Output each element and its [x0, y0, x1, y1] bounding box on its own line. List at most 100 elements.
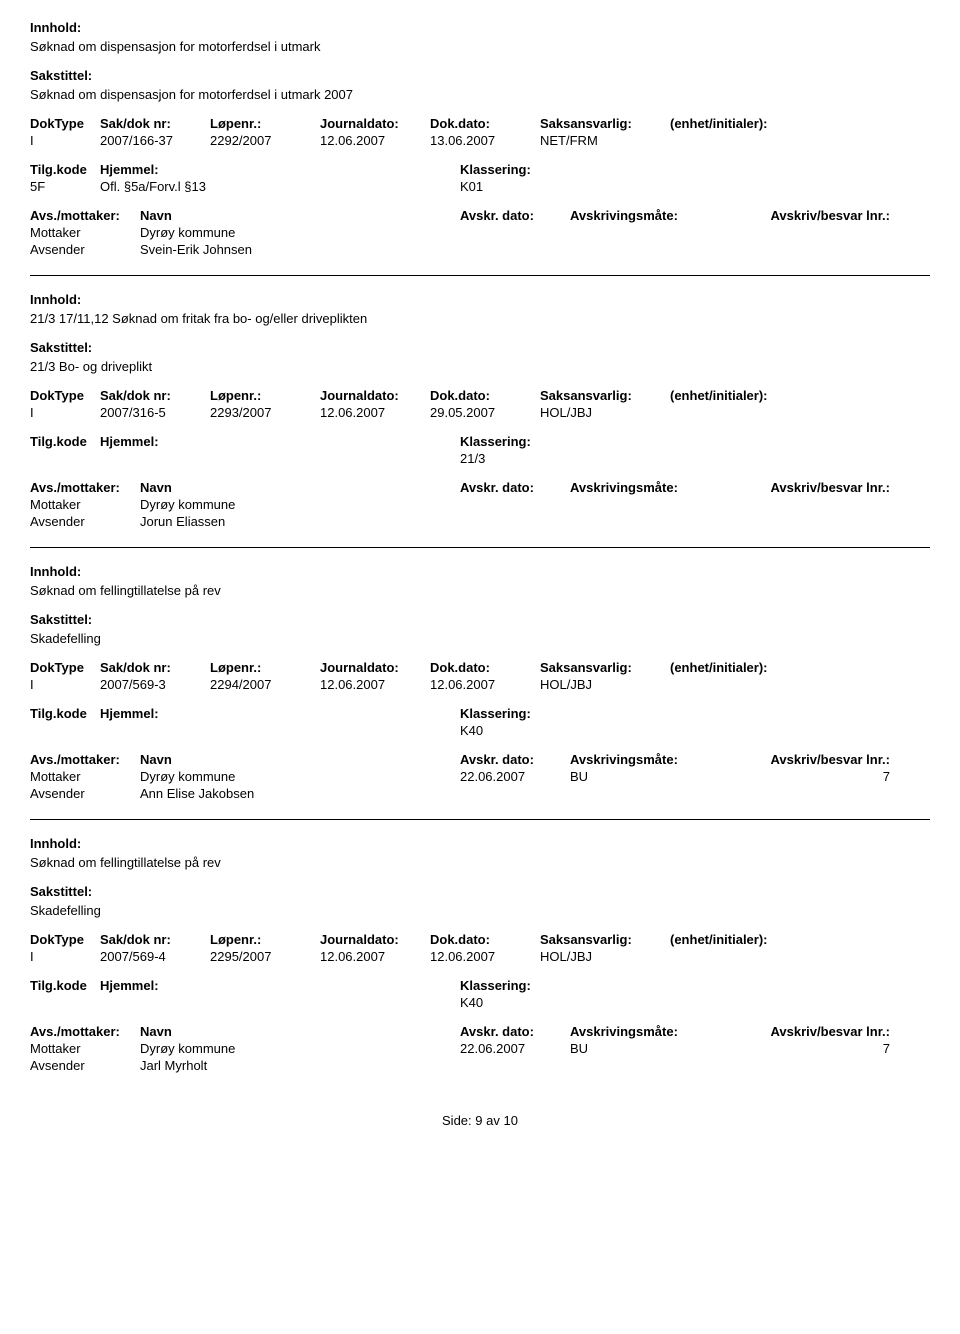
entry-divider	[30, 819, 930, 820]
hjemmel-label: Hjemmel:	[100, 978, 460, 993]
saksansvarlig-value: NET/FRM	[540, 133, 670, 148]
lopenr-label: Løpenr.:	[210, 116, 320, 131]
mottaker-value: Dyrøy kommune	[140, 769, 460, 784]
tilg-value-row: K40	[30, 723, 930, 738]
klassering-value: K01	[460, 179, 930, 194]
lopenr-label: Løpenr.:	[210, 660, 320, 675]
klassering-value: K40	[460, 995, 930, 1010]
innhold-label: Innhold:	[30, 564, 930, 579]
lopenr-value: 2295/2007	[210, 949, 320, 964]
entry-divider	[30, 547, 930, 548]
dokdato-label: Dok.dato:	[430, 660, 540, 675]
tilg-header-row: Tilg.kodeHjemmel:Klassering:	[30, 978, 930, 993]
sakdok-label: Sak/dok nr:	[100, 116, 210, 131]
hjemmel-value	[100, 995, 460, 1010]
avskrdato-value: 22.06.2007	[460, 1041, 570, 1056]
mottaker-row: MottakerDyrøy kommune22.06.2007BU7	[30, 769, 930, 784]
saksansvarlig-value: HOL/JBJ	[540, 949, 670, 964]
mottaker-value: Dyrøy kommune	[140, 225, 460, 240]
avskrmote-value: BU	[570, 1041, 750, 1056]
avsender-row: AvsenderAnn Elise Jakobsen	[30, 786, 930, 801]
avsender-value: Jorun Eliassen	[140, 514, 460, 529]
saksansvarlig-label: Saksansvarlig:	[540, 932, 670, 947]
hjemmel-value	[100, 723, 460, 738]
page-footer: Side: 9 av 10	[30, 1113, 930, 1128]
journal-entry: Innhold:Søknad om dispensasjon for motor…	[30, 20, 930, 257]
saksansvarlig-label: Saksansvarlig:	[540, 388, 670, 403]
avskrdato-label: Avskr. dato:	[460, 752, 570, 767]
innhold-value: Søknad om fellingtillatelse på rev	[30, 583, 930, 598]
tilg-header-row: Tilg.kodeHjemmel:Klassering:	[30, 706, 930, 721]
dokdato-value: 13.06.2007	[430, 133, 540, 148]
avskrivbesvar-label: Avskriv/besvar lnr.:	[750, 1024, 890, 1039]
mottaker-label: Mottaker	[30, 497, 140, 512]
journaldato-value: 12.06.2007	[320, 677, 430, 692]
saksansvarlig-label: Saksansvarlig:	[540, 116, 670, 131]
avskrdato-label: Avskr. dato:	[460, 208, 570, 223]
klassering-label: Klassering:	[460, 434, 930, 449]
avskrmote-value: BU	[570, 769, 750, 784]
hjemmel-label: Hjemmel:	[100, 162, 460, 177]
enhet-value	[670, 133, 850, 148]
enhet-value	[670, 949, 850, 964]
doktype-value: I	[30, 677, 100, 692]
sakdok-label: Sak/dok nr:	[100, 932, 210, 947]
mottaker-label: Mottaker	[30, 1041, 140, 1056]
avsmottaker-label: Avs./mottaker:	[30, 752, 140, 767]
journaldato-value: 12.06.2007	[320, 949, 430, 964]
meta-header-row: DokTypeSak/dok nr:Løpenr.:Journaldato:Do…	[30, 660, 930, 675]
avskrivingsmote-label: Avskrivingsmåte:	[570, 752, 750, 767]
footer-total: 10	[504, 1113, 518, 1128]
avsender-value: Ann Elise Jakobsen	[140, 786, 460, 801]
avsender-value: Jarl Myrholt	[140, 1058, 460, 1073]
avsender-label: Avsender	[30, 514, 140, 529]
mottaker-value: Dyrøy kommune	[140, 497, 460, 512]
doktype-label: DokType	[30, 660, 100, 675]
sakstittel-value: Skadefelling	[30, 903, 930, 918]
avsender-label: Avsender	[30, 786, 140, 801]
sakdok-label: Sak/dok nr:	[100, 388, 210, 403]
navn-label: Navn	[140, 480, 460, 495]
tilgkode-value	[30, 451, 100, 466]
enhet-value	[670, 677, 850, 692]
journal-entry: Innhold:Søknad om fellingtillatelse på r…	[30, 836, 930, 1073]
tilgkode-label: Tilg.kode	[30, 706, 100, 721]
dokdato-label: Dok.dato:	[430, 116, 540, 131]
navn-label: Navn	[140, 1024, 460, 1039]
sakdok-value: 2007/166-37	[100, 133, 210, 148]
avskrivingsmote-label: Avskrivingsmåte:	[570, 480, 750, 495]
lnr-value: 7	[750, 769, 890, 784]
lopenr-label: Løpenr.:	[210, 932, 320, 947]
tilgkode-value: 5F	[30, 179, 100, 194]
innhold-label: Innhold:	[30, 292, 930, 307]
klassering-value: K40	[460, 723, 930, 738]
klassering-value: 21/3	[460, 451, 930, 466]
avsmottaker-label: Avs./mottaker:	[30, 1024, 140, 1039]
avskrivingsmote-label: Avskrivingsmåte:	[570, 208, 750, 223]
avsender-row: AvsenderSvein-Erik Johnsen	[30, 242, 930, 257]
navn-label: Navn	[140, 752, 460, 767]
avsmottaker-label: Avs./mottaker:	[30, 208, 140, 223]
tilg-value-row: K40	[30, 995, 930, 1010]
sakdok-value: 2007/569-4	[100, 949, 210, 964]
avskrmote-value	[570, 497, 750, 512]
sakstittel-label: Sakstittel:	[30, 68, 930, 83]
footer-page: 9	[475, 1113, 482, 1128]
tilgkode-label: Tilg.kode	[30, 978, 100, 993]
avskrivbesvar-label: Avskriv/besvar lnr.:	[750, 208, 890, 223]
meta-value-row: I2007/166-372292/200712.06.200713.06.200…	[30, 133, 930, 148]
lopenr-label: Løpenr.:	[210, 388, 320, 403]
klassering-label: Klassering:	[460, 706, 930, 721]
avskrmote-value	[570, 225, 750, 240]
avsender-row: AvsenderJorun Eliassen	[30, 514, 930, 529]
sakstittel-value: 21/3 Bo- og driveplikt	[30, 359, 930, 374]
sakdok-label: Sak/dok nr:	[100, 660, 210, 675]
sakstittel-label: Sakstittel:	[30, 612, 930, 627]
enhet-value	[670, 405, 850, 420]
klassering-label: Klassering:	[460, 978, 930, 993]
klassering-label: Klassering:	[460, 162, 930, 177]
avskrivbesvar-label: Avskriv/besvar lnr.:	[750, 480, 890, 495]
footer-av: av	[486, 1113, 500, 1128]
saksansvarlig-value: HOL/JBJ	[540, 677, 670, 692]
avsmottaker-label: Avs./mottaker:	[30, 480, 140, 495]
